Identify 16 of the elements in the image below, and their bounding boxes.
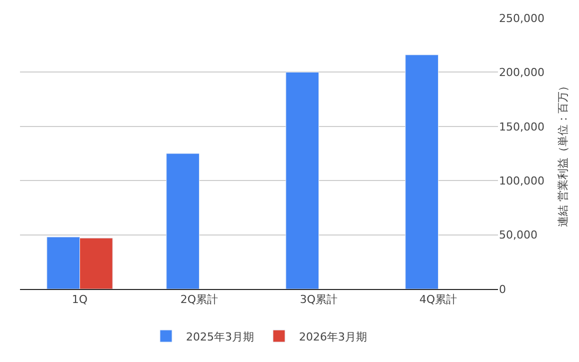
bar	[286, 72, 319, 289]
y-tick-label: 200,000	[499, 66, 544, 80]
bar	[166, 153, 200, 289]
bar	[405, 54, 438, 289]
x-tick-label: 4Q累計	[419, 293, 458, 306]
y-axis-title: 連結 営業利益（単位：百万）	[556, 80, 570, 227]
legend-label: 2026年3月期	[299, 330, 367, 344]
x-tick-label: 1Q	[72, 293, 88, 306]
legend-label: 2025年3月期	[186, 330, 254, 344]
y-tick-label: 50,000	[499, 228, 538, 242]
x-tick-label: 3Q累計	[300, 293, 338, 306]
x-tick-label: 2Q累計	[180, 293, 218, 306]
y-tick-label: 150,000	[499, 120, 544, 134]
y-tick-label: 0	[499, 282, 506, 296]
y-tick-label: 100,000	[499, 174, 544, 188]
y-tick-label: 250,000	[499, 12, 544, 25]
